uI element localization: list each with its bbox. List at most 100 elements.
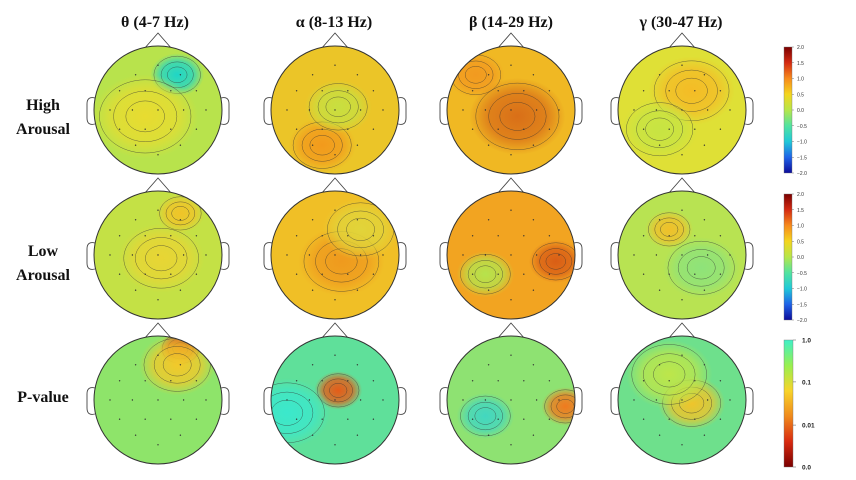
ear-left-outline [263,242,273,270]
colorbar-tick-label: 0.5 [797,239,804,245]
electrode-dot [347,273,349,275]
electrode-dot [694,90,696,92]
electrode-dot [523,380,525,382]
topomap-p-value-alpha [263,322,407,465]
colorbar-gradient [783,339,794,468]
row-label-high-arousal: High Arousal [0,94,86,142]
electrode-dot [286,254,288,256]
electrode-dot [497,380,499,382]
contour-line [167,66,188,83]
ear-right-outline [744,242,754,270]
electrode-dot [372,418,375,420]
electrode-dot [487,364,490,366]
contour-line [317,90,359,124]
electrode-dot [321,90,323,92]
electrode-dot [295,90,298,92]
contour-line [460,395,511,437]
contour-line [329,383,348,398]
electrode-dot [497,273,499,275]
electrode-dot [668,235,670,237]
ear-left-outline [86,242,96,270]
electrode-dot [157,299,159,301]
ear-right-outline [220,242,230,270]
electrode-dot [131,399,134,401]
electrode-dot [729,254,731,256]
activation-blob [456,392,515,440]
electrode-dot [548,90,551,92]
electrode-dot [462,109,464,111]
electrode-dot [205,254,207,256]
electrode-dot [510,299,512,301]
electrode-dot [487,74,490,76]
electrode-dot [144,128,146,130]
electrode-dot [642,418,645,420]
electrode-dot [131,109,134,111]
electrode-dot [642,380,645,382]
electrode-dot [144,90,146,92]
activation-blob [304,79,372,134]
electrode-dot [356,289,359,291]
electrode-dot [109,254,111,256]
electrode-dot [471,235,474,237]
electrode-dot [523,235,525,237]
electrode-dot [347,90,349,92]
electrode-dot [308,109,311,111]
electrode-dot [655,399,658,401]
electrode-dot [510,254,512,256]
colorbar-tick-label: 0.01 [802,423,815,430]
electrode-dot [694,128,696,130]
electrode-dot [334,109,336,111]
electrode-dot [694,235,696,237]
electrode-dot [170,128,172,130]
topomap-high-arousal-alpha [263,32,407,175]
topomap-high-arousal-theta [86,32,230,175]
contour-line [544,389,575,424]
electrode-dot [182,399,185,401]
topomap-low-arousal-beta [439,177,583,320]
electrode-dot [144,418,146,420]
electrode-dot [523,90,525,92]
row-label-line: Arousal [16,121,70,138]
electrode-dot [510,109,512,111]
electrode-dot [703,144,706,146]
contour-line [475,82,560,150]
electrode-dot [510,444,512,446]
colorbar-gradient [783,46,793,174]
electrode-dot [131,254,134,256]
electrode-dot [311,219,314,221]
contour-line [645,117,674,141]
electrode-dot [182,254,185,256]
contour-line [467,401,503,431]
head-outline [446,190,576,320]
head-outline [270,190,400,320]
electrode-dot [548,235,551,237]
electrode-dot [484,399,487,401]
electrode-dot [535,254,538,256]
electrode-dot [497,128,499,130]
electrode-dot [134,364,137,366]
electrode-dot [510,154,512,156]
contour-line [458,60,494,89]
electrode-dot [321,418,323,420]
electrode-dot [510,64,512,66]
contour-line [271,391,314,434]
electrode-dot [558,254,560,256]
nose-outline [143,32,173,50]
electrode-dot [334,354,336,356]
electrode-dot [658,289,661,291]
electrode-dot [372,90,375,92]
electrode-dot [157,354,159,356]
contour-line [162,353,192,377]
ear-right-outline [744,387,754,415]
head-outline [270,335,400,465]
contour-line [556,399,575,414]
contour-line [648,212,691,247]
electrode-dot [681,354,683,356]
nose-outline [143,177,173,195]
topomap-p-value-theta [86,322,230,465]
ear-left-outline [263,97,273,125]
electrode-dot [487,434,490,436]
electrode-dot [642,90,645,92]
electrode-dot [668,380,670,382]
electrode-dot [179,434,182,436]
